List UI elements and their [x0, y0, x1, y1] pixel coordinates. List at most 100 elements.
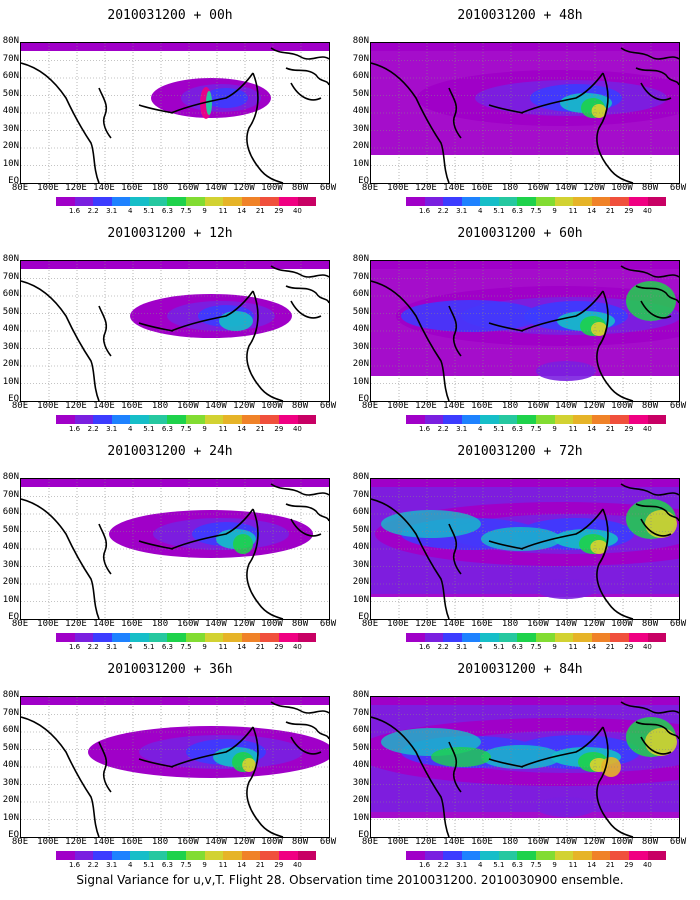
panel-title: 2010031200 + 60h — [457, 226, 583, 241]
longitude-label: 80E — [361, 837, 379, 847]
colorbar-swatch — [148, 415, 168, 424]
longitude-label: 120W — [583, 837, 605, 847]
colorbar-label: 2.2 — [87, 207, 99, 215]
longitude-label: 180 — [151, 619, 169, 629]
colorbar-label: 3.1 — [456, 643, 468, 651]
colorbar-swatch — [297, 633, 317, 642]
colorbar-label: 3.1 — [106, 861, 118, 869]
latitude-label: 10N — [2, 376, 19, 387]
forecast-panel: 2010031200 + 00h 80N 70N 60N 50N 40N 30N 20N 10N… — [0, 0, 340, 215]
longitude-label: 120E — [65, 837, 87, 847]
colorbar-label: 4 — [128, 861, 133, 869]
latitude-label: 50N — [2, 742, 19, 753]
colorbar-swatch — [56, 197, 75, 206]
longitude-label: 120W — [583, 619, 605, 629]
colorbar-swatch — [148, 197, 168, 206]
colorbar-swatch — [424, 415, 444, 424]
colorbar-label: 11 — [568, 425, 578, 433]
latitude-label: 60N — [352, 289, 369, 299]
colorbar-label: 7.5 — [180, 425, 192, 433]
latitude-label: 60N — [352, 507, 369, 517]
longitude-label: 80W — [641, 619, 659, 629]
colorbar-label: 5.1 — [143, 207, 155, 215]
colorbar-swatch — [443, 633, 462, 642]
colorbar-swatch — [647, 197, 667, 206]
colorbar-label: 40 — [642, 425, 652, 433]
longitude-axis: 80E 100E 120E 140E 160E 180 160W 140W 120W 100W 80… — [0, 401, 340, 413]
colorbar-swatch — [480, 633, 499, 642]
longitude-label: 180 — [151, 183, 169, 193]
colorbar-label: 40 — [642, 207, 652, 215]
colorbar-swatch — [167, 851, 187, 860]
colorbar-swatch — [74, 851, 94, 860]
colorbar-label: 3.1 — [456, 861, 468, 869]
colorbar-label: 11 — [568, 643, 578, 651]
colorbar-label: 5.1 — [143, 861, 155, 869]
forecast-panel: 2010031200 + 72h 80N 70N 60N 50N 40N 30N 20N 10N… — [350, 436, 690, 651]
colorbar-swatch — [610, 415, 629, 424]
longitude-axis: 80E 100E 120E 140E 160E 180 160W 140W 120W 100W 80… — [350, 837, 690, 849]
colorbar-label: 3.1 — [456, 207, 468, 215]
latitude-label: 10N — [2, 812, 19, 823]
longitude-label: 60W — [669, 837, 687, 847]
longitude-label: 140E — [93, 183, 115, 193]
latitude-label: 30N — [2, 341, 19, 352]
colorbar-label: 7.5 — [180, 643, 192, 651]
longitude-label: 140E — [443, 837, 465, 847]
latitude-label: 10N — [352, 812, 369, 823]
colorbar — [406, 633, 667, 642]
colorbar-label: 11 — [218, 643, 228, 651]
colorbar-label: 9 — [202, 643, 207, 651]
colorbar-swatch — [204, 197, 224, 206]
longitude-label: 80W — [291, 183, 309, 193]
map-plot — [20, 478, 330, 620]
latitude-label: 50N — [352, 306, 369, 317]
longitude-label: 160W — [527, 183, 549, 193]
colorbar-label: 5.1 — [143, 643, 155, 651]
longitude-label: 140E — [443, 183, 465, 193]
colorbar-label: 29 — [274, 207, 284, 215]
latitude-label: 60N — [352, 725, 369, 735]
colorbar-swatch — [591, 415, 611, 424]
colorbar-label: 29 — [624, 207, 634, 215]
latitude-label: 20N — [352, 141, 369, 151]
longitude-label: 80E — [11, 619, 29, 629]
colorbar-label: 3.1 — [456, 425, 468, 433]
colorbar-label: 6.3 — [511, 207, 523, 215]
longitude-label: 140E — [93, 837, 115, 847]
colorbar-swatch — [424, 197, 444, 206]
colorbar-swatch — [536, 197, 555, 206]
colorbar-labels: 1.6 2.2 3.1 4 5.1 6.3 7.5 9 11 14 21 29 40 — [56, 861, 316, 871]
latitude-label: 50N — [2, 88, 19, 99]
latitude-label: 50N — [352, 88, 369, 99]
colorbar-label: 4 — [128, 643, 133, 651]
longitude-label: 120E — [65, 619, 87, 629]
longitude-label: 80E — [361, 183, 379, 193]
latitude-label: 80N — [2, 254, 19, 264]
longitude-axis: 80E 100E 120E 140E 160E 180 160W 140W 120W 100W 80… — [0, 837, 340, 849]
latitude-label: 80N — [352, 690, 369, 700]
colorbar-label: 6.3 — [511, 425, 523, 433]
colorbar-label: 6.3 — [161, 643, 173, 651]
latitude-label: 30N — [2, 777, 19, 788]
longitude-label: 100E — [387, 837, 409, 847]
colorbar-swatch — [443, 415, 462, 424]
longitude-label: 120W — [233, 837, 255, 847]
latitude-label: 20N — [352, 359, 369, 369]
colorbar-labels: 1.6 2.2 3.1 4 5.1 6.3 7.5 9 11 14 21 29 40 — [406, 643, 666, 653]
latitude-label: 10N — [352, 594, 369, 605]
colorbar-swatch — [148, 851, 168, 860]
colorbar-label: 40 — [292, 425, 302, 433]
colorbar-swatch — [93, 415, 112, 424]
colorbar-label: 4 — [128, 207, 133, 215]
colorbar-swatch — [610, 851, 629, 860]
colorbar-label: 9 — [202, 425, 207, 433]
colorbar-labels: 1.6 2.2 3.1 4 5.1 6.3 7.5 9 11 14 21 29 40 — [406, 861, 666, 871]
longitude-label: 140W — [555, 837, 577, 847]
colorbar-labels: 1.6 2.2 3.1 4 5.1 6.3 7.5 9 11 14 21 29 40 — [56, 643, 316, 653]
longitude-label: 160E — [471, 837, 493, 847]
colorbar-swatch — [517, 851, 537, 860]
latitude-label: 30N — [352, 559, 369, 570]
latitude-label: EQ — [358, 612, 369, 622]
colorbar-swatch — [297, 851, 317, 860]
